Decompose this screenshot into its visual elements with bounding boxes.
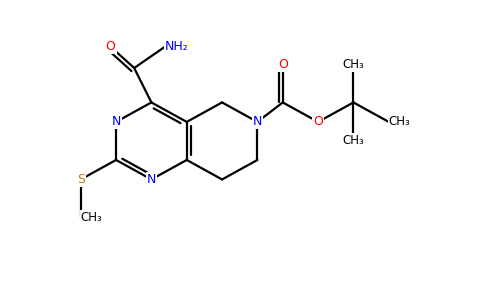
Text: CH₃: CH₃ <box>343 58 364 71</box>
Text: O: O <box>278 58 287 71</box>
Text: CH₃: CH₃ <box>389 116 410 128</box>
Text: N: N <box>111 116 121 128</box>
Text: S: S <box>77 173 85 186</box>
Text: N: N <box>147 173 156 186</box>
Text: CH₃: CH₃ <box>343 134 364 147</box>
Text: CH₃: CH₃ <box>81 211 103 224</box>
Text: O: O <box>106 40 116 53</box>
Text: N: N <box>253 116 262 128</box>
Text: NH₂: NH₂ <box>165 40 189 53</box>
Text: O: O <box>313 116 323 128</box>
